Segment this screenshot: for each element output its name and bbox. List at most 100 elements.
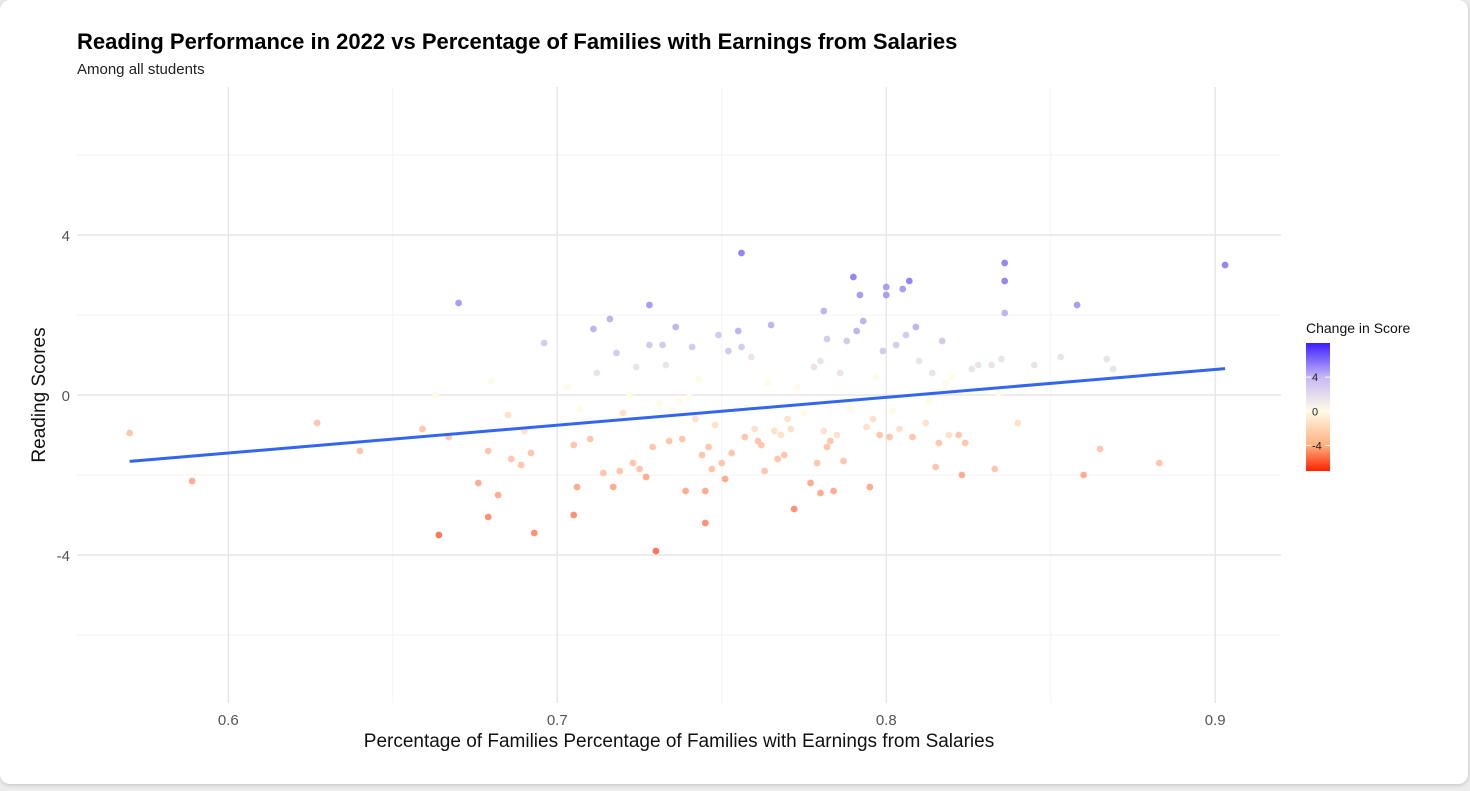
data-point [1096, 445, 1104, 453]
data-point [767, 321, 775, 329]
data-point [876, 431, 884, 439]
data-point [928, 369, 936, 377]
data-point [794, 383, 801, 391]
data-point [774, 455, 782, 463]
data-point [642, 473, 650, 481]
x-tick-label: 0.8 [876, 712, 897, 729]
data-point [843, 337, 851, 345]
data-point [507, 455, 515, 463]
data-point [757, 441, 765, 449]
data-point [846, 405, 854, 413]
data-point [826, 437, 834, 445]
data-point [866, 483, 874, 491]
chart-title: Reading Performance in 2022 vs Percentag… [77, 29, 958, 54]
data-point [889, 407, 897, 415]
data-point [994, 389, 1002, 397]
data-point [836, 369, 844, 377]
data-point [823, 443, 831, 451]
data-point [1073, 301, 1081, 309]
data-point [636, 465, 643, 473]
axes: 0.6 0.7 0.8 0.9 -4 0 4 [57, 228, 1226, 729]
data-point [632, 363, 640, 371]
data-point [840, 457, 847, 465]
data-point [823, 335, 831, 343]
data-point [698, 451, 706, 459]
data-point [728, 449, 736, 457]
data-point [820, 427, 828, 435]
data-point [807, 479, 814, 487]
data-point [649, 443, 657, 451]
data-point [1155, 459, 1163, 467]
data-point [455, 299, 462, 307]
data-point [925, 397, 933, 405]
data-point [1103, 355, 1111, 363]
legend-title: Change in Score [1306, 320, 1411, 336]
data-point [711, 421, 719, 429]
data-point [645, 301, 653, 309]
data-point [688, 343, 696, 351]
legend-ticks: 4 0 -4 [1306, 372, 1330, 452]
data-point [813, 459, 821, 467]
data-point [432, 391, 439, 399]
data-point [935, 439, 943, 447]
data-point [682, 487, 689, 495]
data-point [958, 471, 966, 479]
data-point [609, 483, 617, 491]
x-tick-label: 0.9 [1205, 712, 1226, 729]
data-point [672, 323, 680, 331]
data-point [573, 483, 581, 491]
data-point [961, 439, 969, 447]
data-point [1001, 309, 1009, 317]
data-point [655, 399, 663, 407]
data-point [669, 407, 676, 415]
data-point [800, 409, 808, 417]
data-point [764, 379, 772, 387]
data-point [599, 469, 607, 477]
legend-tick-label: -4 [1312, 440, 1322, 452]
data-point [777, 431, 785, 439]
data-point [1001, 277, 1009, 285]
data-point [613, 349, 620, 357]
data-point [659, 341, 666, 349]
data-point [652, 547, 660, 555]
data-point [188, 477, 196, 485]
data-point [968, 365, 976, 373]
data-point [882, 291, 890, 299]
data-point [902, 331, 910, 339]
data-point [872, 373, 880, 381]
data-point [853, 327, 861, 335]
data-point [1030, 361, 1038, 369]
data-point [313, 419, 321, 427]
data-point [708, 465, 716, 473]
data-point [761, 467, 768, 475]
legend-tick-label: 4 [1312, 372, 1318, 384]
data-point [419, 425, 426, 433]
data-point [662, 361, 670, 369]
legend-tick-label: 0 [1312, 406, 1318, 418]
data-point [527, 449, 535, 457]
data-point [645, 341, 653, 349]
data-point [849, 273, 857, 281]
data-point [1014, 419, 1022, 427]
data-point [751, 425, 759, 433]
data-point [817, 357, 824, 365]
data-point [718, 459, 726, 467]
data-point [576, 405, 584, 413]
data-point [790, 505, 798, 513]
data-point [784, 415, 791, 423]
data-point [974, 361, 982, 369]
y-tick-label: 0 [62, 388, 70, 405]
data-point [747, 353, 755, 361]
data-point [741, 433, 749, 441]
x-axis-label: Percentage of Families Percentage of Fam… [364, 731, 994, 752]
data-point [1057, 353, 1064, 361]
data-point [488, 377, 495, 385]
data-point [988, 361, 995, 369]
data-point [590, 325, 597, 333]
data-point [780, 451, 788, 459]
data-point [570, 511, 578, 519]
data-point [859, 317, 867, 325]
data-point [833, 431, 841, 439]
